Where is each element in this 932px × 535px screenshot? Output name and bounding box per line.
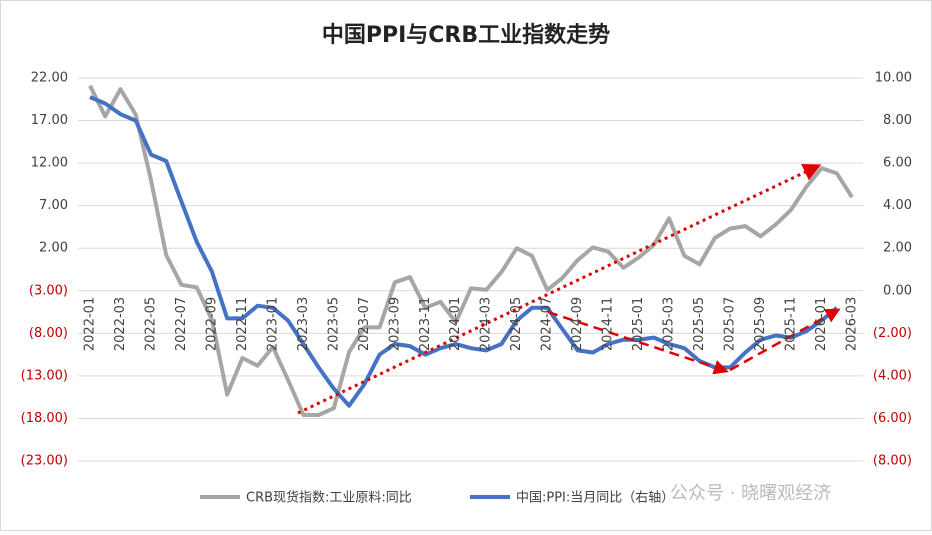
y-tick-label: (8.00) <box>29 326 68 341</box>
x-tick-label: 2023-09 <box>387 297 402 351</box>
trend-arrow <box>729 308 841 372</box>
y2-tick-label: 6.00 <box>883 156 912 171</box>
x-tick-label: 2025-01 <box>631 297 646 351</box>
x-tick-label: 2024-01 <box>448 297 463 351</box>
y2-tick-label: 4.00 <box>883 198 912 213</box>
y-tick-label: (18.00) <box>21 411 68 426</box>
x-tick-label: 2022-01 <box>83 297 98 351</box>
x-tick-label: 2023-01 <box>265 297 280 351</box>
x-tick-label: 2023-07 <box>357 297 372 351</box>
y-tick-label: (13.00) <box>21 368 68 383</box>
chart-title: 中国PPI与CRB工业指数走势 <box>322 22 610 48</box>
x-tick-label: 2022-03 <box>113 297 128 351</box>
y2-tick-label: 8.00 <box>883 113 912 128</box>
watermark: 公众号 · 晓曙观经济 <box>670 483 831 504</box>
y2-tick-label: (6.00) <box>873 411 912 426</box>
y2-tick-label: 10.00 <box>875 71 912 86</box>
x-tick-label: 2022-09 <box>204 297 219 351</box>
series-line <box>88 84 854 417</box>
x-tick-label: 2024-03 <box>479 297 494 351</box>
x-tick-label: 2025-05 <box>692 297 707 351</box>
y-tick-label: 12.00 <box>31 156 68 171</box>
x-tick-label: 2025-03 <box>662 297 677 351</box>
y2-tick-label: (4.00) <box>873 368 912 383</box>
trend-arrow <box>297 164 822 415</box>
x-tick-label: 2022-11 <box>235 297 250 351</box>
x-tick-label: 2025-11 <box>784 297 799 351</box>
x-tick-label: 2024-09 <box>570 297 585 351</box>
y-tick-label: (3.00) <box>29 283 68 298</box>
y-tick-label: 2.00 <box>39 241 68 256</box>
x-tick-label: 2025-09 <box>753 297 768 351</box>
y2-tick-label: 2.00 <box>883 241 912 256</box>
y-tick-label: (23.00) <box>21 454 68 469</box>
y2-tick-label: (8.00) <box>873 454 912 469</box>
x-tick-label: 2023-11 <box>418 297 433 351</box>
x-tick-label: 2022-07 <box>174 297 189 351</box>
legend-label: CRB现货指数:工业原料:同比 <box>246 490 412 506</box>
y-tick-label: 7.00 <box>39 198 68 213</box>
x-tick-label: 2023-03 <box>296 297 311 351</box>
x-tick-label: 2024-11 <box>601 297 616 351</box>
x-tick-label: 2024-07 <box>540 297 555 351</box>
y-tick-label: 17.00 <box>31 113 68 128</box>
x-tick-label: 2024-05 <box>509 297 524 351</box>
x-tick-label: 2022-05 <box>143 297 158 351</box>
x-tick-label: 2023-05 <box>326 297 341 351</box>
x-tick-label: 2025-07 <box>723 297 738 351</box>
y2-tick-label: 0.00 <box>883 283 912 298</box>
legend-label: 中国:PPI:当月同比（右轴） <box>516 491 674 506</box>
x-tick-label: 2026-03 <box>845 297 860 351</box>
y-tick-label: 22.00 <box>31 71 68 86</box>
y2-tick-label: (2.00) <box>873 326 912 341</box>
x-tick-label: 2026-01 <box>814 297 829 351</box>
